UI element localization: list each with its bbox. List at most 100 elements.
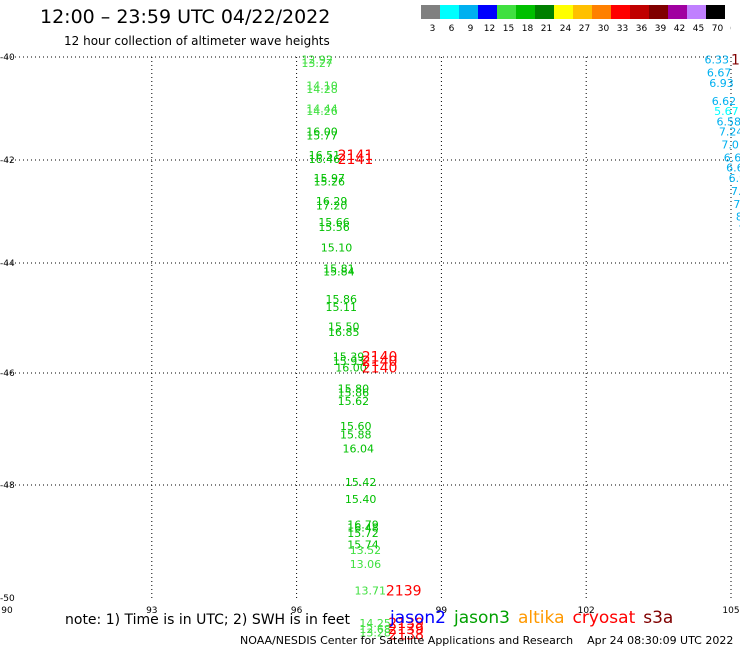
swh-value-label: 6.62: [712, 95, 737, 108]
satellite-legend: jason2 jason3 altika cryosat s3a: [390, 608, 681, 628]
colorbar-swatch: [630, 5, 649, 19]
x-tick-label: 93: [146, 606, 157, 616]
swh-value-label: 15.80: [338, 383, 370, 396]
page-subtitle: 12 hour collection of altimeter wave hei…: [64, 34, 330, 48]
swh-value-label: 15.40: [345, 493, 377, 506]
swh-value-label: 15.93: [333, 355, 365, 368]
x-tick-label: 96: [291, 606, 303, 616]
colorbar-label: 12: [484, 24, 495, 34]
x-tick-label: 90: [1, 606, 13, 616]
swh-value-label: 13.52: [350, 544, 382, 557]
swh-value-label: 16.46: [309, 153, 341, 166]
colorbar-swatch: [573, 5, 592, 19]
colorbar-label: 24: [560, 24, 572, 34]
swh-value-label: 16.00: [335, 362, 367, 375]
colorbar-label: 39: [655, 24, 667, 34]
colorbar-swatch: [516, 5, 535, 19]
x-tick-label: 105: [722, 606, 739, 616]
x-tick-label: 102: [578, 606, 595, 616]
y-tick-label: -46: [0, 369, 15, 379]
swh-value-label: 14.28: [306, 83, 338, 96]
swh-value-label: 16.51: [309, 149, 341, 162]
colorbar-label: 42: [674, 24, 685, 34]
colorbar-label: 3: [430, 24, 436, 34]
swh-value-label: 15.10: [321, 242, 353, 255]
colorbar-swatch: [421, 5, 440, 19]
swh-value-label: 12.92: [301, 54, 333, 67]
swh-value-label: 15.42: [345, 476, 377, 489]
swh-value-label: 6.94: [729, 172, 740, 185]
swh-value-label: 15.26: [313, 176, 345, 189]
colorbar-swatch: [459, 5, 478, 19]
colorbar-swatch: [706, 5, 725, 19]
swh-value-label: 6.58: [717, 115, 740, 128]
swh-value-label: 15.84: [323, 265, 355, 278]
swh-value-label: 15.97: [313, 172, 345, 185]
swh-value-label: 13.27: [301, 57, 333, 70]
colorbar-label: 36: [636, 24, 648, 34]
swh-value-label: 7.24: [731, 185, 740, 198]
swh-value-label: 7.52: [733, 198, 740, 211]
legend-entry-cryosat: cryosat: [572, 608, 636, 628]
pass-time-label: 2140: [362, 350, 398, 366]
colorbar-swatch: [687, 5, 706, 19]
swh-value-label: 15.86: [326, 293, 358, 306]
colorbar-swatch: [478, 5, 497, 19]
swh-value-label: 16.48: [347, 521, 379, 534]
colorbar-swatch: [611, 5, 630, 19]
colorbar-label: 45: [693, 24, 704, 34]
legend-entry-s3a: s3a: [643, 608, 674, 628]
pass-time-label: 2141: [338, 148, 374, 164]
y-tick-label: -48: [0, 481, 15, 491]
pass-time-label: 2140: [362, 361, 398, 377]
swh-value-label: 15.77: [306, 129, 338, 142]
swh-value-label: 15.39: [333, 351, 365, 364]
swh-value-label: 15.50: [328, 320, 360, 333]
legend-entry-jason2: jason2: [390, 608, 446, 628]
swh-value-label: 14.25: [359, 617, 391, 630]
colorbar-swatch: [649, 5, 668, 19]
colorbar-swatch: [554, 5, 573, 19]
pass-time-label: 2139: [386, 584, 422, 600]
swh-value-label: 15.88: [340, 429, 372, 442]
pass-time-label: 2139: [388, 622, 424, 638]
footer-credit: NOAA/NESDIS Center for Satellite Applica…: [240, 634, 740, 647]
pass-time-label: 2141: [338, 152, 374, 168]
colorbar-label: 6: [449, 24, 455, 34]
colorbar-label: 30: [598, 24, 610, 34]
swh-value-label: 5.67: [714, 105, 739, 118]
swh-value-label: 14.26: [306, 105, 338, 118]
swh-value-label: 13.28: [359, 627, 391, 640]
swh-value-label: 7.01: [721, 139, 740, 152]
colorbar-label: 18: [522, 24, 534, 34]
swh-value-label: 16.79: [347, 519, 379, 532]
swh-value-label: 6.67: [707, 66, 732, 79]
colorbar-swatch: [668, 5, 687, 19]
colorbar-label: 21: [541, 24, 552, 34]
y-tick-label: -42: [0, 156, 15, 166]
swh-value-label: 8.20: [736, 211, 740, 224]
swh-value-label: 6.33: [704, 54, 729, 67]
x-tick-label: 99: [436, 606, 448, 616]
pass-time-label: 2139: [388, 616, 424, 632]
swh-value-label: 17.20: [316, 199, 348, 212]
swh-value-label: 6.69: [726, 162, 740, 175]
swh-value-label: 13.71: [355, 585, 387, 598]
swh-value-label: 7.36: [738, 224, 740, 237]
pass-time-label: 2140: [362, 354, 398, 370]
swh-value-label: 16.29: [316, 195, 348, 208]
swh-value-label: 15.66: [318, 216, 350, 229]
legend-entry-jason3: jason3: [454, 608, 510, 628]
colorbar-unit: (ft): [730, 24, 731, 34]
swh-value-label: 16.85: [328, 326, 360, 339]
y-tick-label: -44: [0, 259, 15, 269]
colorbar-swatch: [440, 5, 459, 19]
page-title: 12:00 – 23:59 UTC 04/22/2022: [40, 6, 331, 28]
swh-value-label: 16.04: [342, 443, 374, 456]
swh-value-label: 15.86: [338, 387, 370, 400]
swh-value-label: 14.10: [306, 79, 338, 92]
swh-value-label: 7.24: [719, 126, 740, 139]
swh-value-label: 15.60: [340, 420, 372, 433]
